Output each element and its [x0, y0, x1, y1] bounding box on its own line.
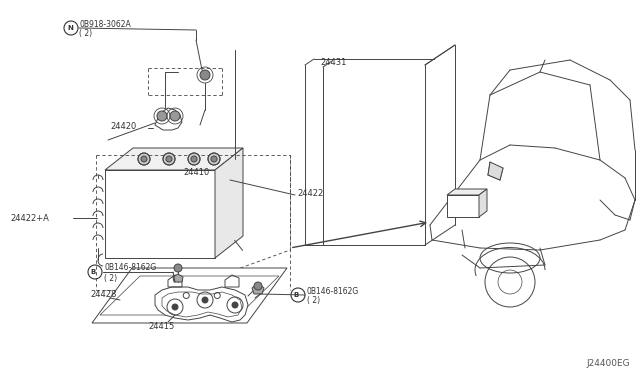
Circle shape	[172, 304, 178, 310]
Text: N: N	[67, 25, 73, 31]
Text: ( 2): ( 2)	[79, 29, 92, 38]
Polygon shape	[105, 170, 215, 258]
Circle shape	[170, 111, 180, 121]
Circle shape	[174, 264, 182, 272]
Circle shape	[254, 282, 262, 290]
Circle shape	[200, 70, 210, 80]
Circle shape	[138, 153, 150, 165]
Circle shape	[141, 156, 147, 162]
Polygon shape	[447, 195, 479, 217]
Polygon shape	[479, 189, 487, 217]
Circle shape	[188, 153, 200, 165]
Text: 24415: 24415	[148, 322, 174, 331]
Text: 24431: 24431	[320, 58, 346, 67]
Text: ( 2): ( 2)	[307, 296, 320, 305]
Text: J24400EG: J24400EG	[586, 359, 630, 368]
Text: 0B146-8162G: 0B146-8162G	[307, 286, 359, 295]
Polygon shape	[252, 283, 264, 294]
Polygon shape	[155, 287, 248, 322]
Circle shape	[166, 156, 172, 162]
Polygon shape	[105, 148, 243, 170]
Text: 0B918-3062A: 0B918-3062A	[79, 19, 131, 29]
Polygon shape	[155, 108, 182, 130]
Circle shape	[163, 153, 175, 165]
Text: 24428: 24428	[90, 290, 116, 299]
Text: 24420: 24420	[110, 122, 136, 131]
Text: B: B	[293, 292, 299, 298]
Polygon shape	[447, 189, 487, 195]
Circle shape	[211, 156, 217, 162]
Text: 0B146-8162G: 0B146-8162G	[104, 263, 156, 273]
Circle shape	[191, 156, 197, 162]
Polygon shape	[173, 274, 183, 282]
Text: ( 2): ( 2)	[104, 273, 117, 282]
Text: 24410: 24410	[183, 168, 209, 177]
Text: 24422: 24422	[297, 189, 323, 198]
Polygon shape	[92, 268, 287, 323]
Polygon shape	[488, 162, 503, 180]
Circle shape	[208, 153, 220, 165]
Circle shape	[202, 297, 208, 303]
Text: B: B	[90, 269, 95, 275]
Circle shape	[157, 111, 167, 121]
Text: 24422+A: 24422+A	[10, 214, 49, 222]
Circle shape	[232, 302, 238, 308]
Polygon shape	[215, 148, 243, 258]
